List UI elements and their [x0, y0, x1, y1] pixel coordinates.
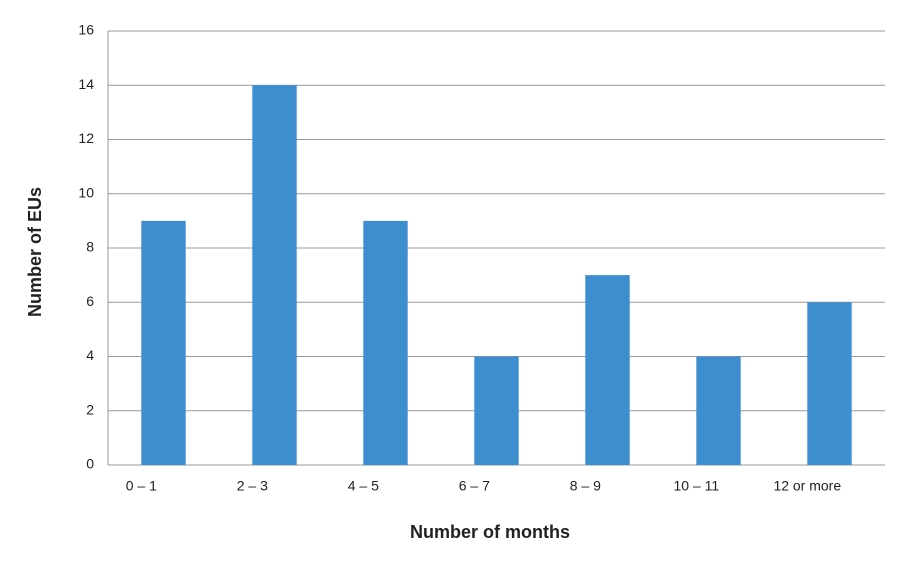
bar — [696, 356, 741, 465]
x-tick-label: 0 – 1 — [126, 478, 157, 494]
y-tick-label: 0 — [86, 456, 94, 472]
bar — [474, 356, 519, 465]
x-axis-title: Number of months — [410, 522, 570, 542]
x-tick-label: 12 or more — [773, 478, 841, 494]
bar — [252, 85, 297, 465]
y-tick-label: 4 — [86, 347, 94, 363]
y-tick-label: 8 — [86, 239, 94, 255]
x-tick-label: 2 – 3 — [237, 478, 268, 494]
y-tick-label: 6 — [86, 293, 94, 309]
bar — [585, 275, 630, 465]
bar — [363, 220, 408, 465]
y-tick-label: 14 — [78, 76, 94, 92]
y-tick-label: 12 — [78, 130, 94, 146]
x-tick-label: 6 – 7 — [459, 478, 490, 494]
x-tick-label: 8 – 9 — [570, 478, 601, 494]
y-axis-title: Number of EUs — [25, 187, 45, 317]
x-tick-label: 4 – 5 — [348, 478, 379, 494]
bar — [807, 302, 852, 465]
x-tick-label: 10 – 11 — [673, 478, 719, 494]
y-tick-label: 10 — [78, 184, 94, 200]
y-tick-label: 16 — [78, 22, 94, 38]
y-tick-label: 2 — [86, 401, 94, 417]
bar — [141, 220, 186, 465]
